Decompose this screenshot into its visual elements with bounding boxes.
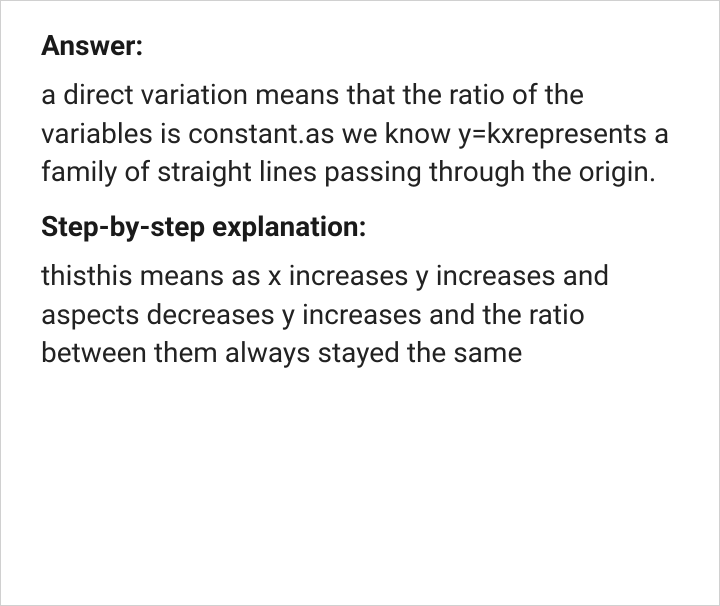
explanation-body: thisthis means as x increases y increase… — [41, 257, 679, 373]
answer-heading: Answer: — [41, 29, 679, 62]
answer-body: a direct variation means that the ratio … — [41, 76, 679, 192]
answer-card: Answer: a direct variation means that th… — [0, 0, 720, 606]
explanation-heading: Step-by-step explanation: — [41, 210, 679, 243]
